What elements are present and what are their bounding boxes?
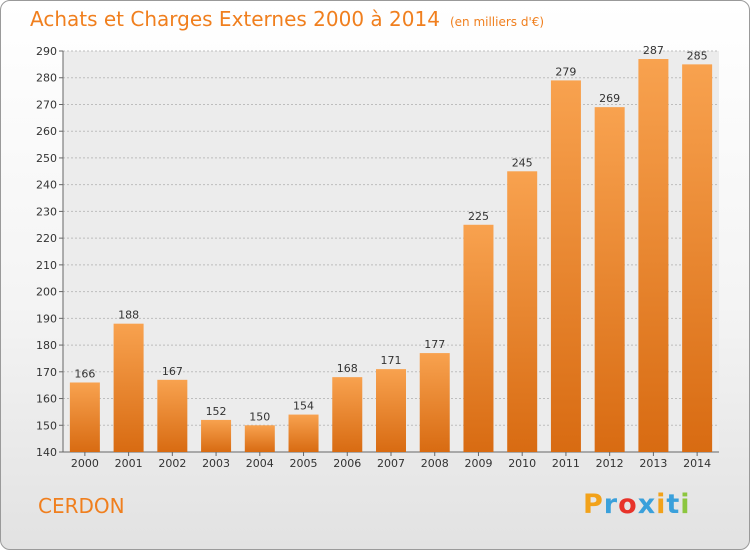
bar-value-label: 152 <box>206 405 227 418</box>
bar <box>638 59 669 453</box>
y-tick-label: 170 <box>36 366 57 379</box>
y-tick-label: 160 <box>36 393 57 406</box>
y-tick-label: 250 <box>36 152 57 165</box>
bar <box>69 382 100 452</box>
logo-letter: x <box>637 489 657 520</box>
x-tick-label: 2001 <box>115 457 143 470</box>
place-name: CERDON <box>38 494 125 518</box>
y-tick-label: 180 <box>36 339 57 352</box>
bar <box>244 425 275 452</box>
x-tick-label: 2006 <box>333 457 361 470</box>
bar-value-label: 171 <box>381 354 402 367</box>
x-tick-label: 2004 <box>246 457 274 470</box>
bar-value-label: 167 <box>162 365 183 378</box>
x-tick-label: 2008 <box>421 457 449 470</box>
x-tick-label: 2003 <box>202 457 230 470</box>
bar <box>288 414 319 452</box>
bar-value-label: 225 <box>468 210 489 223</box>
x-tick-label: 2009 <box>464 457 492 470</box>
x-tick-label: 2000 <box>71 457 99 470</box>
x-tick-label: 2002 <box>158 457 186 470</box>
bar-value-label: 279 <box>555 65 576 78</box>
y-tick-label: 200 <box>36 286 57 299</box>
logo-letter: i <box>656 489 667 520</box>
bar-value-label: 188 <box>118 309 139 322</box>
x-tick-label: 2013 <box>639 457 667 470</box>
bar-value-label: 150 <box>249 410 270 423</box>
x-tick-label: 2014 <box>683 457 711 470</box>
bar <box>201 419 232 452</box>
y-tick-label: 220 <box>36 232 57 245</box>
y-tick-label: 210 <box>36 259 57 272</box>
y-tick-label: 230 <box>36 205 57 218</box>
chart-subtitle: (en milliers d'€) <box>449 15 545 29</box>
bar <box>594 107 625 452</box>
proxiti-logo: Proxiti <box>583 489 691 520</box>
y-tick-label: 150 <box>36 419 57 432</box>
bar-value-label: 168 <box>337 362 358 375</box>
bar <box>682 64 713 452</box>
logo-letter: t <box>666 489 681 520</box>
bar-value-label: 287 <box>643 44 664 57</box>
bar-value-label: 177 <box>424 338 445 351</box>
x-tick-label: 2007 <box>377 457 405 470</box>
y-tick-label: 290 <box>36 45 57 58</box>
y-tick-label: 280 <box>36 72 57 85</box>
x-tick-label: 2012 <box>596 457 624 470</box>
logo-letter: o <box>618 489 638 520</box>
bar <box>332 377 363 452</box>
y-tick-label: 240 <box>36 179 57 192</box>
bar <box>507 171 538 453</box>
y-tick-label: 140 <box>36 446 57 459</box>
logo-letter: P <box>583 489 604 520</box>
chart-title: Achats et Charges Externes 2000 à 2014 (e… <box>30 7 544 31</box>
bar-value-label: 285 <box>687 49 708 62</box>
x-tick-label: 2010 <box>508 457 536 470</box>
bar-value-label: 245 <box>512 156 533 169</box>
bar <box>113 323 144 452</box>
bar-value-label: 166 <box>74 367 95 380</box>
y-tick-label: 270 <box>36 98 57 111</box>
bar-value-label: 154 <box>293 400 314 413</box>
bar-value-label: 269 <box>599 92 620 105</box>
chart-title-text: Achats et Charges Externes 2000 à 2014 <box>30 7 440 31</box>
y-tick-label: 260 <box>36 125 57 138</box>
x-tick-label: 2005 <box>290 457 318 470</box>
logo-letter: i <box>680 489 691 520</box>
bar <box>550 80 581 452</box>
logo-letter: r <box>603 489 619 520</box>
x-tick-label: 2011 <box>552 457 580 470</box>
bar <box>463 224 494 452</box>
bar <box>376 369 406 452</box>
bar <box>419 353 450 452</box>
bar <box>157 379 188 452</box>
y-tick-label: 190 <box>36 312 57 325</box>
